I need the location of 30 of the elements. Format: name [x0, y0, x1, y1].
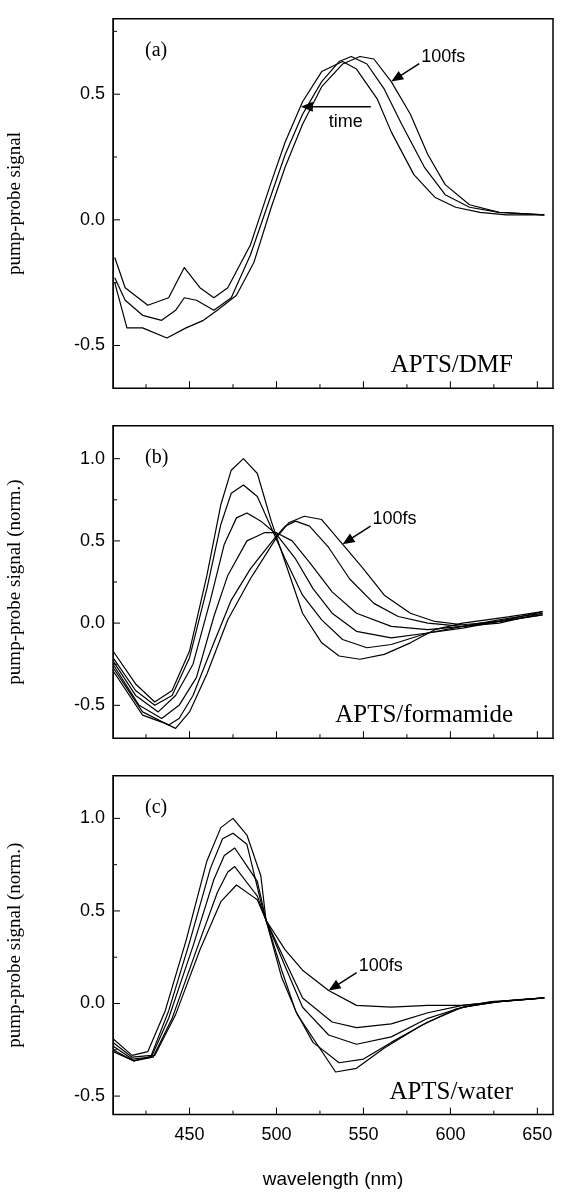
annotation: (b)	[145, 445, 169, 469]
y-tick-label: -0.5	[73, 334, 105, 355]
annotation: 100fs	[421, 45, 466, 66]
annotation: time	[328, 110, 363, 131]
y-tick-label: 0.5	[79, 899, 105, 920]
annotation: (a)	[145, 38, 168, 62]
y-tick-label: 0.5	[79, 83, 105, 104]
x-tick-label: 500	[261, 1124, 292, 1145]
y-tick-label: 0.0	[79, 992, 105, 1013]
x-tick-label: 550	[348, 1124, 379, 1145]
annotation: 100fs	[358, 954, 403, 975]
annotation: 100fs	[372, 508, 417, 529]
y-tick-label: -0.5	[73, 694, 105, 715]
annotation: APTS/formamide	[335, 700, 513, 728]
y-tick-label: 0.0	[79, 208, 105, 229]
y-tick-label: 1.0	[79, 447, 105, 468]
x-tick-label: 650	[522, 1124, 553, 1145]
annotation: APTS/DMF	[390, 350, 513, 378]
y-axis-title: pump-probe signal (norm.)	[3, 842, 26, 1048]
y-tick-label: -0.5	[73, 1085, 105, 1106]
y-tick-label: 1.0	[79, 807, 105, 828]
y-tick-label: 0.5	[79, 529, 105, 550]
y-tick-label: 0.0	[79, 612, 105, 633]
y-axis-title: pump-probe signal	[3, 131, 25, 276]
y-axis-title: pump-probe signal (norm.)	[3, 479, 26, 685]
annotation: (c)	[145, 795, 168, 819]
x-axis-title: wavelength (nm)	[261, 1167, 404, 1189]
x-tick-label: 450	[174, 1124, 205, 1145]
annotation: APTS/water	[389, 1076, 514, 1104]
x-tick-label: 600	[435, 1124, 466, 1145]
